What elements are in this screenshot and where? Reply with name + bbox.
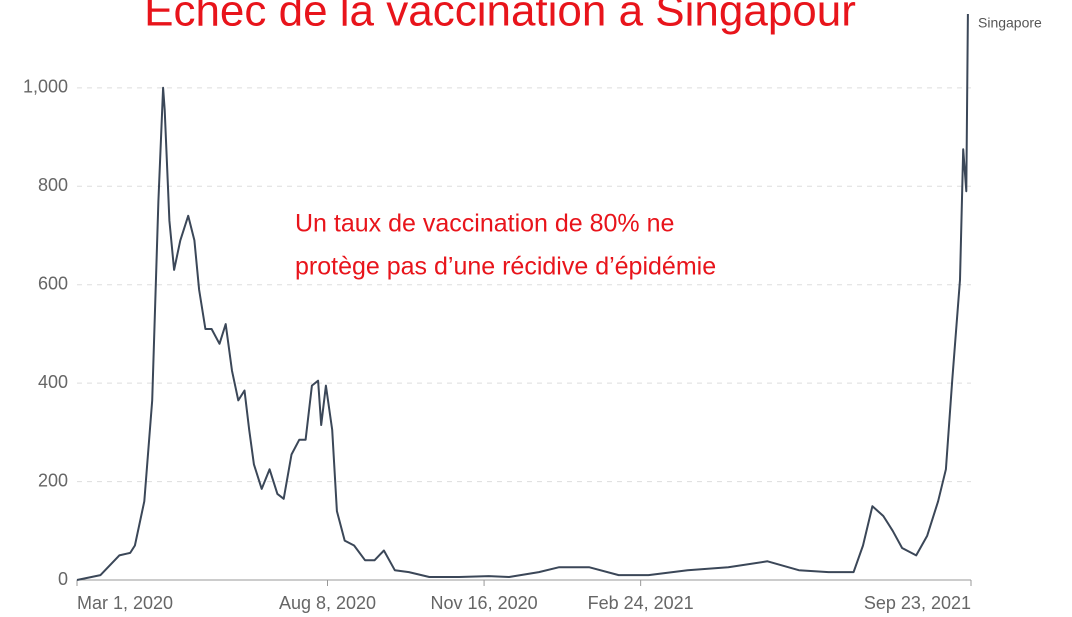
y-tick-label: 1,000: [23, 77, 68, 97]
x-tick-label: Sep 23, 2021: [864, 593, 971, 613]
y-tick-label: 0: [58, 569, 68, 589]
x-tick-label: Nov 16, 2020: [431, 593, 538, 613]
line: [76, 13, 969, 581]
y-tick-label: 600: [38, 273, 68, 293]
legend-label: Singapore: [978, 15, 1042, 31]
y-tick-label: 800: [38, 175, 68, 195]
y-tick-label: 400: [38, 372, 68, 392]
chart-title: Échec de la vaccination à Singapour: [144, 0, 856, 36]
x-tick-label: Feb 24, 2021: [588, 593, 694, 613]
x-tick-label: Mar 1, 2020: [77, 593, 173, 613]
x-tick-label: Aug 8, 2020: [279, 593, 376, 613]
annotation: protège pas d’une récidive d’épidémie: [295, 253, 716, 281]
annotation: Un taux de vaccination de 80% ne: [295, 210, 674, 238]
y-tick-label: 200: [38, 470, 68, 490]
